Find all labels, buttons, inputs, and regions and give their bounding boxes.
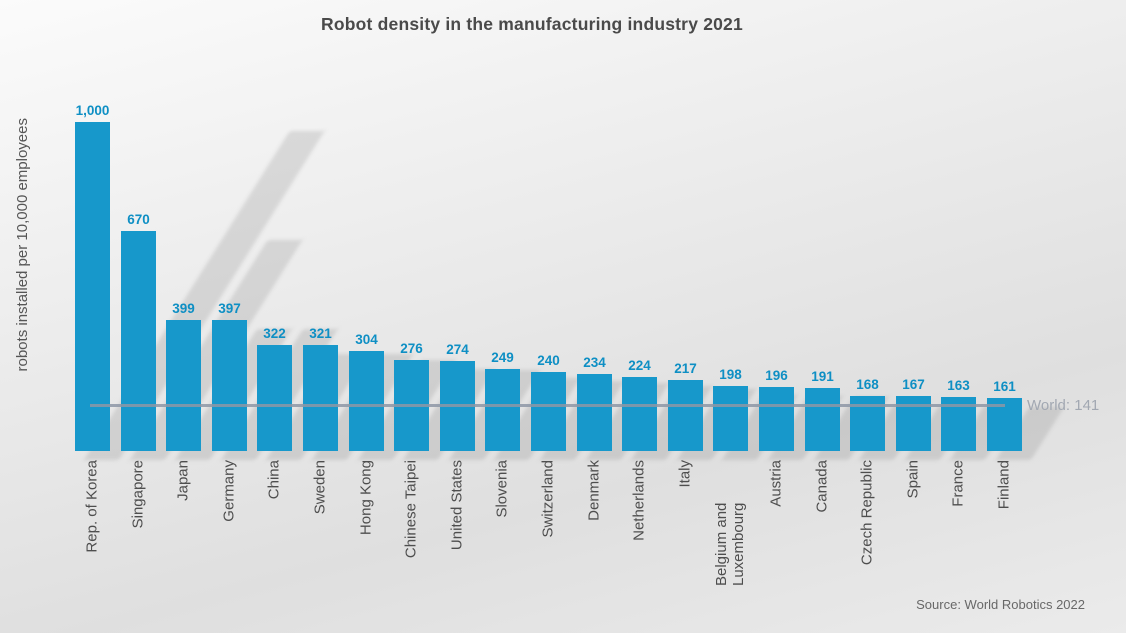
source-note: Source: World Robotics 2022 bbox=[916, 597, 1085, 612]
bar-value-label: 167 bbox=[902, 377, 925, 392]
bar-category-label: Spain bbox=[904, 460, 922, 499]
bar-category-label: Sweden bbox=[311, 460, 329, 515]
bar-category-label: Austria bbox=[767, 460, 785, 507]
bar-netherlands bbox=[622, 377, 657, 451]
bar-value-label: 163 bbox=[947, 378, 970, 393]
bar-italy bbox=[668, 380, 703, 451]
bar-value-label: 276 bbox=[400, 341, 423, 356]
bar-germany bbox=[212, 320, 247, 451]
bar-slovenia bbox=[485, 369, 520, 451]
bar-canada bbox=[805, 388, 840, 451]
bar-sweden bbox=[303, 345, 338, 451]
bar-china bbox=[257, 345, 292, 451]
bar-category-label: Slovenia bbox=[493, 460, 511, 518]
bar-category-label: Singapore bbox=[129, 460, 147, 529]
bar-value-label: 304 bbox=[355, 332, 378, 347]
world-reference-line bbox=[90, 404, 1005, 407]
chart-title: Robot density in the manufacturing indus… bbox=[321, 14, 743, 34]
bar-value-label: 240 bbox=[537, 353, 560, 368]
bar-value-label: 399 bbox=[172, 301, 195, 316]
bar-category-label: Denmark bbox=[585, 460, 603, 521]
bar-category-label: Switzerland bbox=[539, 460, 557, 538]
bar-category-label: Netherlands bbox=[630, 460, 648, 541]
bar-value-label: 322 bbox=[263, 326, 286, 341]
bar-value-label: 161 bbox=[993, 379, 1016, 394]
bar-category-label: Canada bbox=[813, 460, 831, 513]
bar-belgium-and-luxembourg bbox=[713, 386, 748, 451]
bar-category-label: Germany bbox=[220, 460, 238, 522]
bar-singapore bbox=[121, 231, 156, 451]
bar-switzerland bbox=[531, 372, 566, 451]
bar-value-label: 234 bbox=[583, 355, 606, 370]
bar-category-label: Italy bbox=[676, 460, 694, 488]
bar-category-label: Czech Republic bbox=[858, 460, 876, 566]
bar-value-label: 196 bbox=[765, 368, 788, 383]
bar-category-label: China bbox=[265, 460, 283, 500]
bar-category-label: Rep. of Korea bbox=[83, 460, 101, 553]
bar-value-label: 191 bbox=[811, 369, 834, 384]
bar-category-label: France bbox=[949, 460, 967, 507]
bar-value-label: 1,000 bbox=[75, 103, 110, 118]
bar-value-label: 321 bbox=[309, 326, 332, 341]
bar-value-label: 217 bbox=[674, 361, 697, 376]
bar-category-label: Belgium and Luxembourg bbox=[712, 502, 747, 586]
bar-value-label: 168 bbox=[856, 377, 879, 392]
bar-category-label: Hong Kong bbox=[357, 460, 375, 536]
bar-value-label: 670 bbox=[127, 212, 150, 227]
bar-value-label: 224 bbox=[628, 358, 651, 373]
bar-category-label: United States bbox=[448, 460, 466, 551]
bar-value-label: 397 bbox=[218, 301, 241, 316]
bar-austria bbox=[759, 387, 794, 451]
bar-hong-kong bbox=[349, 351, 384, 451]
bar-category-label: Japan bbox=[174, 460, 192, 501]
bar-rep-of-korea bbox=[75, 122, 110, 451]
world-reference-label: World: 141 bbox=[1027, 397, 1100, 414]
bar-value-label: 249 bbox=[491, 350, 514, 365]
bar-value-label: 198 bbox=[719, 367, 742, 382]
bar-denmark bbox=[577, 374, 612, 451]
bar-japan bbox=[166, 320, 201, 451]
bar-value-label: 274 bbox=[446, 342, 469, 357]
bar-category-label: Finland bbox=[995, 460, 1013, 510]
bar-category-label: Chinese Taipei bbox=[402, 460, 420, 559]
